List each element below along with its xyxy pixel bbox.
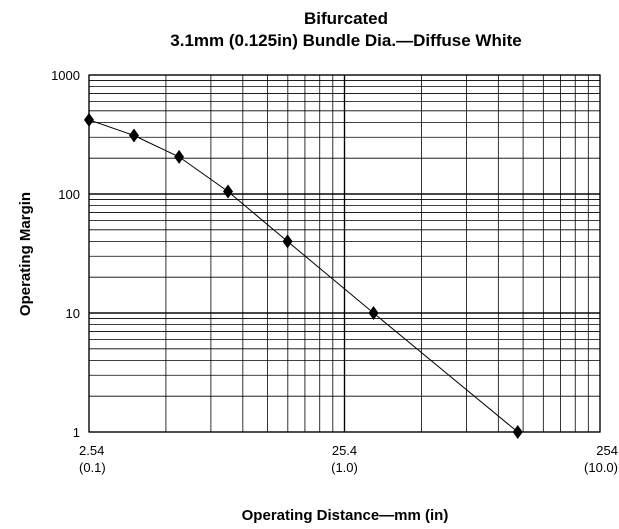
chart-title: Bifurcated [304,9,388,28]
chart-subtitle: 3.1mm (0.125in) Bundle Dia.—Diffuse Whit… [170,31,521,50]
data-point [368,306,379,320]
x-tick-sublabel: (1.0) [331,460,358,475]
data-point [174,149,185,164]
series-polyline [88,119,519,433]
x-axis-title: Operating Distance—mm (in) [242,507,449,524]
grid [88,74,601,433]
x-tick-labels: 2.54 (0.1) 25.4 (1.0) 254 (10.0) [79,443,618,475]
plot-frame [88,74,601,433]
data-point [223,184,234,199]
x-tick-sublabel: (0.1) [79,460,106,475]
data-point [282,234,293,249]
x-tick-label: 25.4 [332,443,357,458]
x-tick-label: 254 [596,443,618,458]
x-tick-sublabel: (10.0) [584,460,618,475]
data-point [512,425,523,439]
data-point [128,128,139,143]
x-tick-label: 2.54 [79,443,104,458]
data-markers [84,112,523,439]
y-tick-label: 1000 [51,68,80,83]
y-tick-label: 10 [66,306,80,321]
y-tick-labels: 1 10 100 1000 [51,68,80,440]
series-line [88,119,519,433]
y-axis-title: Operating Margin [17,192,34,316]
data-point [84,112,94,127]
y-tick-label: 1 [73,425,80,440]
y-tick-label: 100 [58,187,80,202]
